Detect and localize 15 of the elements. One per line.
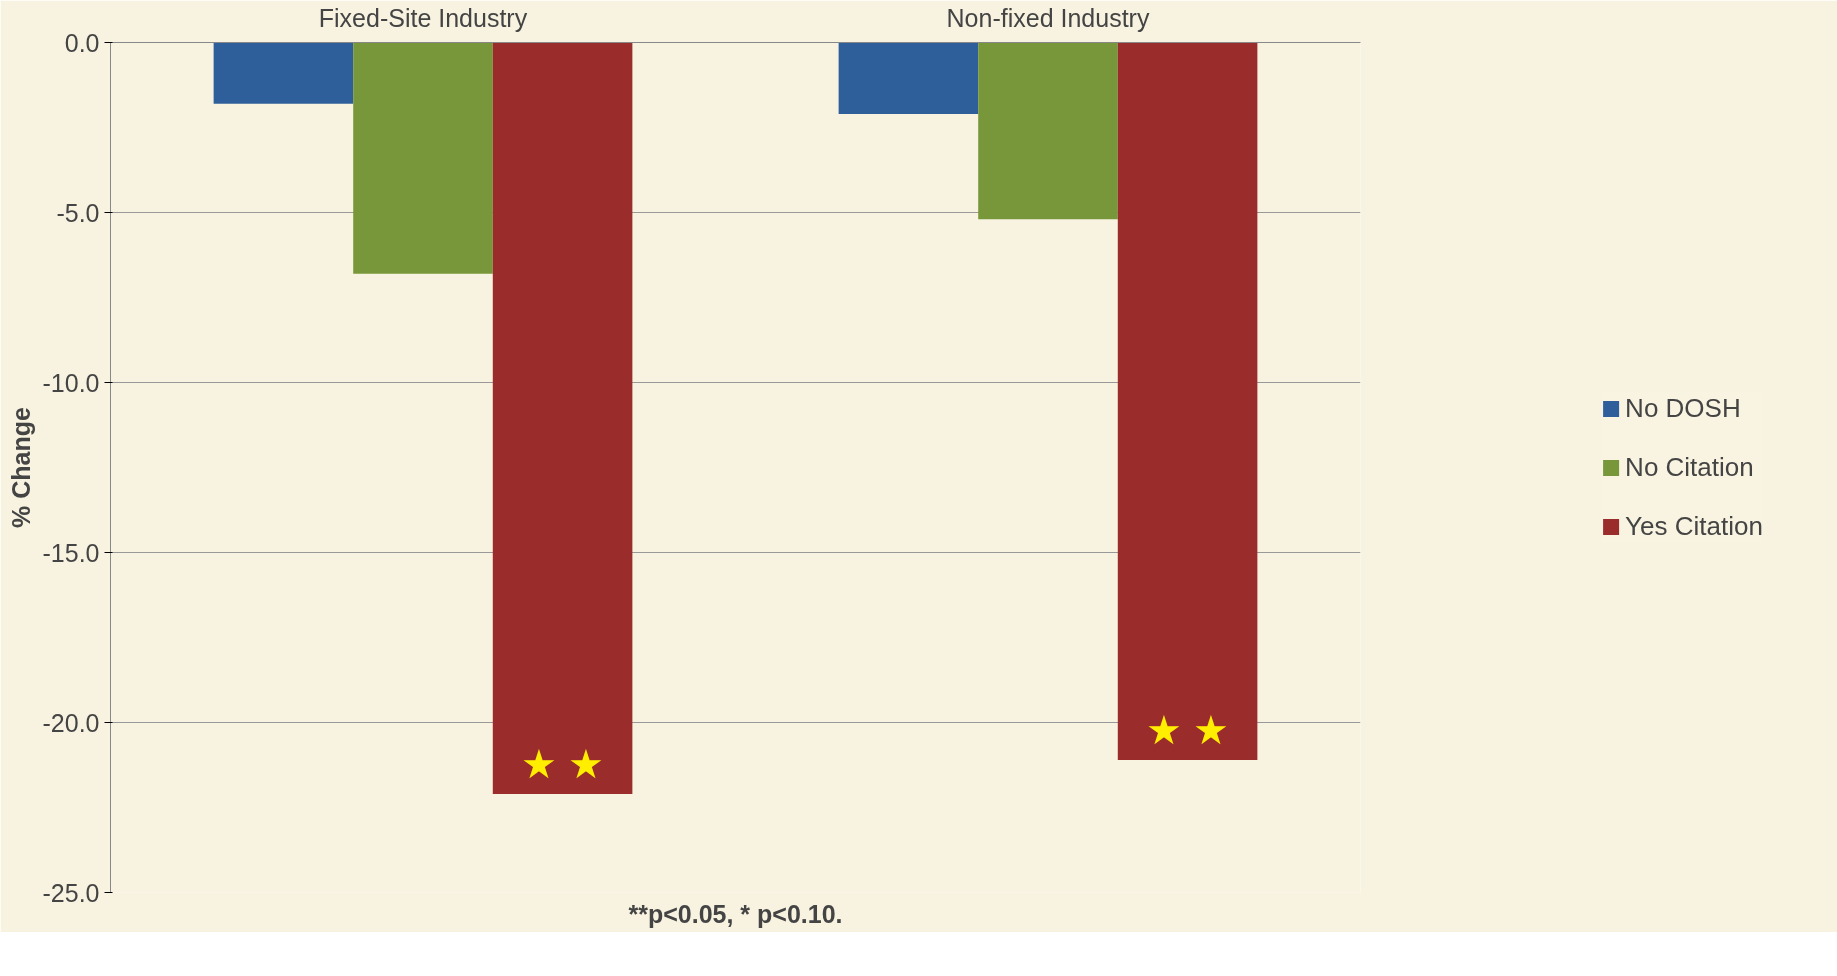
text: **p<0.05, * p<0.10.	[628, 899, 843, 928]
y-tick-label: 0.0	[64, 28, 100, 57]
legend-label: No Citation	[1625, 451, 1754, 483]
legend-label: Yes Citation	[1625, 510, 1763, 542]
y-tick-label: -5.0	[56, 198, 100, 227]
x-tick-label: Fixed-Site Industry	[318, 3, 528, 32]
y-axis-title: % Change	[6, 406, 35, 528]
annotation: ★ ★	[1146, 707, 1230, 752]
y-tick-label: -25.0	[42, 878, 100, 907]
legend-label: No DOSH	[1625, 392, 1741, 424]
x-tick-label: Non-fixed Industry	[946, 3, 1150, 32]
y-tick-label: -20.0	[42, 708, 100, 737]
annotation: ★ ★	[521, 741, 605, 786]
y-tick-label: -15.0	[42, 538, 100, 567]
y-tick-label: -10.0	[42, 368, 100, 397]
